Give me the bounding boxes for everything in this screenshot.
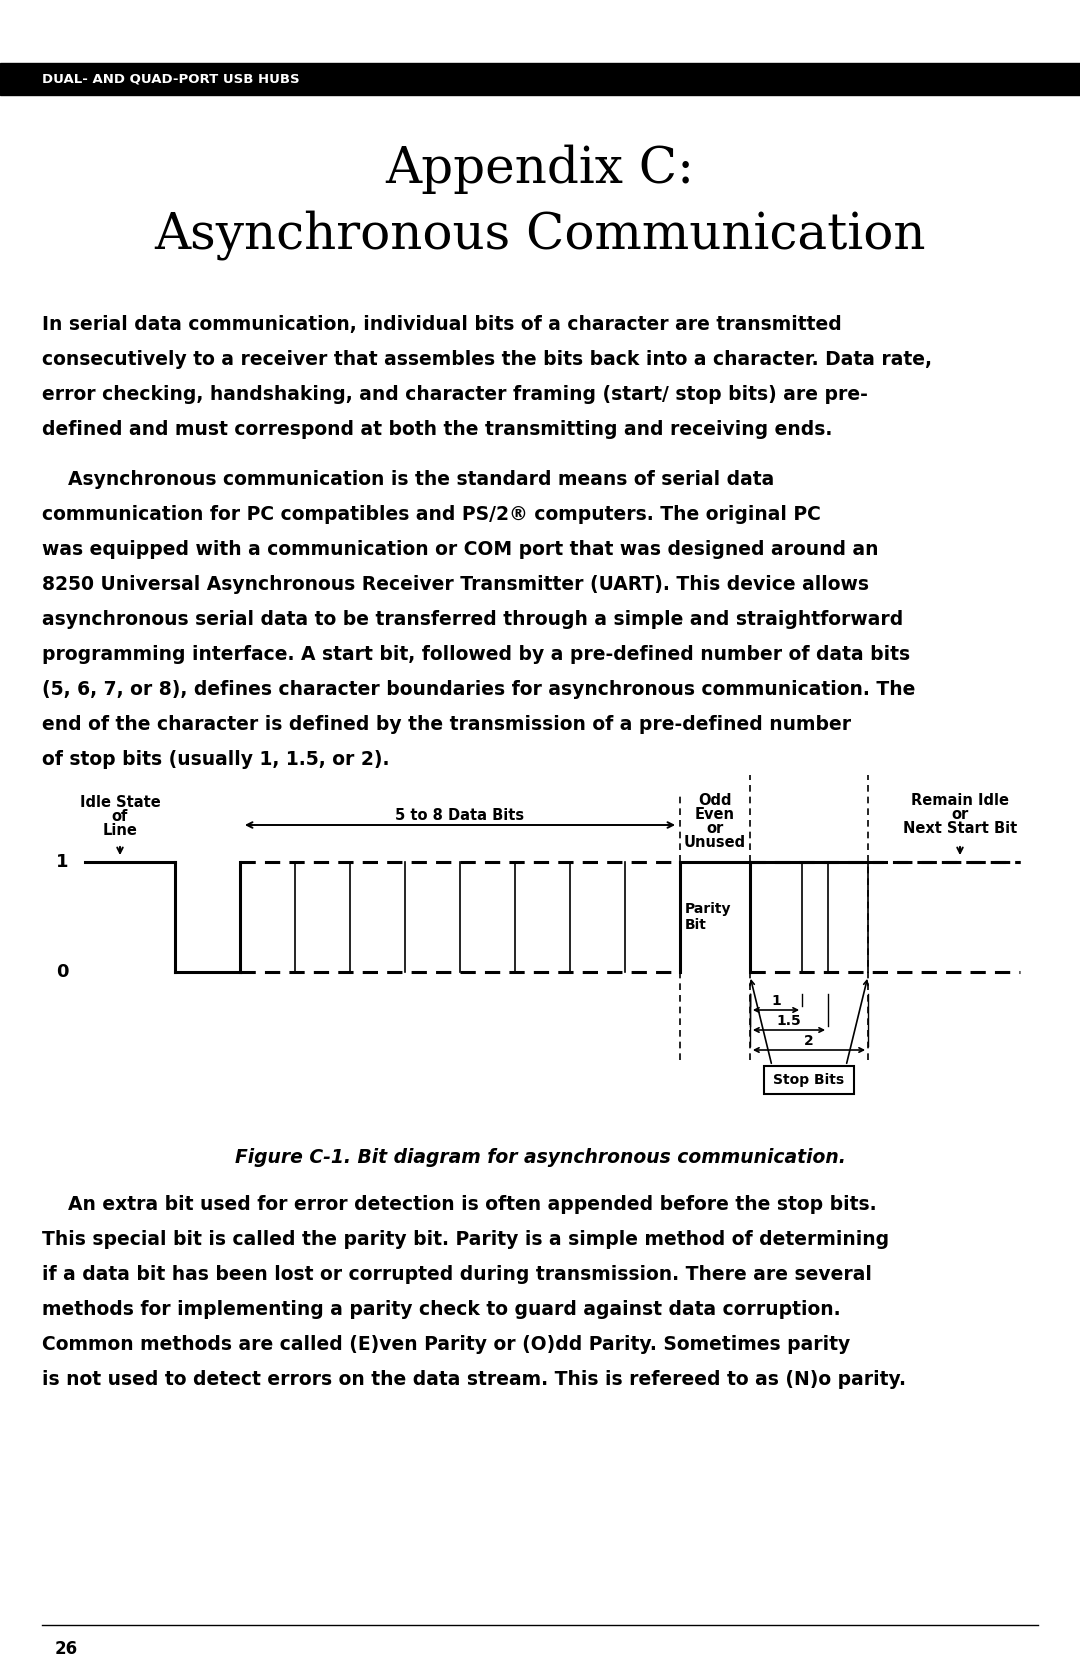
Text: Appendix C:: Appendix C: — [386, 145, 694, 195]
Text: Remain Idle: Remain Idle — [912, 793, 1009, 808]
Text: An extra bit used for error detection is often appended before the stop bits.: An extra bit used for error detection is… — [42, 1195, 877, 1213]
Text: of stop bits (usually 1, 1.5, or 2).: of stop bits (usually 1, 1.5, or 2). — [42, 749, 390, 769]
Text: Next Start Bit: Next Start Bit — [903, 821, 1017, 836]
Text: consecutively to a receiver that assembles the bits back into a character. Data : consecutively to a receiver that assembl… — [42, 350, 932, 369]
Text: DUAL- AND QUAD-PORT USB HUBS: DUAL- AND QUAD-PORT USB HUBS — [42, 72, 299, 85]
Text: Line: Line — [103, 823, 137, 838]
Text: was equipped with a communication or COM port that was designed around an: was equipped with a communication or COM… — [42, 541, 878, 559]
Text: Odd: Odd — [699, 793, 732, 808]
Text: Even: Even — [696, 808, 735, 823]
Text: communication for PC compatibles and PS/2® computers. The original PC: communication for PC compatibles and PS/… — [42, 506, 821, 524]
Text: Asynchronous Communication: Asynchronous Communication — [154, 210, 926, 260]
Bar — [764, 1066, 854, 1093]
Text: Asynchronous communication is the standard means of serial data: Asynchronous communication is the standa… — [42, 471, 774, 489]
Text: 26: 26 — [55, 1641, 78, 1657]
Text: methods for implementing a parity check to guard against data corruption.: methods for implementing a parity check … — [42, 1300, 840, 1319]
Text: Bit: Bit — [685, 918, 707, 931]
Text: 2: 2 — [805, 1035, 814, 1048]
Bar — [0, 63, 1080, 95]
Text: Idle State: Idle State — [80, 794, 160, 809]
Text: Figure C-1. Bit diagram for asynchronous communication.: Figure C-1. Bit diagram for asynchronous… — [234, 1148, 846, 1167]
Text: (5, 6, 7, or 8), defines character boundaries for asynchronous communication. Th: (5, 6, 7, or 8), defines character bound… — [42, 679, 916, 699]
Text: Parity: Parity — [685, 901, 731, 916]
Text: In serial data communication, individual bits of a character are transmitted: In serial data communication, individual… — [42, 315, 841, 334]
Text: is not used to detect errors on the data stream. This is refereed to as (N)o par: is not used to detect errors on the data… — [42, 1370, 906, 1389]
Text: This special bit is called the parity bit. Parity is a simple method of determin: This special bit is called the parity bi… — [42, 1230, 889, 1248]
Text: or: or — [951, 808, 969, 823]
Text: of: of — [112, 809, 129, 824]
Text: defined and must correspond at both the transmitting and receiving ends.: defined and must correspond at both the … — [42, 421, 833, 439]
Text: asynchronous serial data to be transferred through a simple and straightforward: asynchronous serial data to be transferr… — [42, 609, 903, 629]
Text: error checking, handshaking, and character framing (start/ stop bits) are pre-: error checking, handshaking, and charact… — [42, 386, 868, 404]
Text: 5 to 8 Data Bits: 5 to 8 Data Bits — [395, 808, 525, 823]
Text: Common methods are called (E)ven Parity or (O)dd Parity. Sometimes parity: Common methods are called (E)ven Parity … — [42, 1335, 850, 1354]
Text: end of the character is defined by the transmission of a pre-defined number: end of the character is defined by the t… — [42, 714, 851, 734]
Text: 1: 1 — [771, 995, 781, 1008]
Text: Unused: Unused — [684, 834, 746, 850]
Text: if a data bit has been lost or corrupted during transmission. There are several: if a data bit has been lost or corrupted… — [42, 1265, 872, 1283]
Text: 8250 Universal Asynchronous Receiver Transmitter (UART). This device allows: 8250 Universal Asynchronous Receiver Tra… — [42, 576, 869, 594]
Text: 1: 1 — [56, 853, 68, 871]
Text: or: or — [706, 821, 724, 836]
Text: programming interface. A start bit, followed by a pre-defined number of data bit: programming interface. A start bit, foll… — [42, 644, 910, 664]
Text: 1.5: 1.5 — [777, 1015, 801, 1028]
Text: 0: 0 — [56, 963, 68, 981]
Text: Stop Bits: Stop Bits — [773, 1073, 845, 1087]
